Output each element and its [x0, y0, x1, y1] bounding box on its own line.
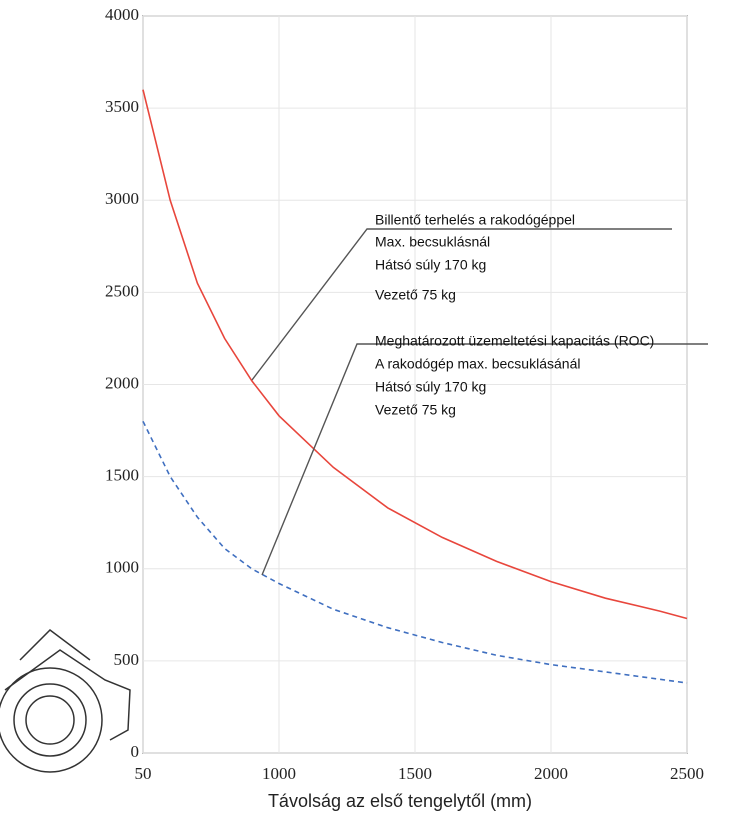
y-tick-label: 2500 [105, 281, 139, 300]
annotation-text: A rakodógép max. becsuklásánál [375, 356, 580, 372]
y-tick-label: 3000 [105, 189, 139, 208]
x-tick-label: 2500 [670, 764, 704, 783]
annotation-text: Meghatározott üzemeltetési kapacitás (RO… [375, 333, 654, 349]
annotation-text: Vezető 75 kg [375, 402, 456, 418]
annotation-text: Vezető 75 kg [375, 287, 456, 303]
y-tick-label: 500 [114, 650, 140, 669]
y-tick-label: 1000 [105, 558, 139, 577]
x-tick-label: 2000 [534, 764, 568, 783]
y-tick-label: 4000 [105, 5, 139, 24]
annotation-text: Billentő terhelés a rakodógéppel [375, 212, 575, 228]
y-tick-label: 0 [131, 742, 140, 761]
loader-drawing [0, 630, 130, 772]
y-tick-label: 3500 [105, 97, 139, 116]
x-axis-title: Távolság az első tengelytől (mm) [268, 791, 532, 811]
y-tick-label: 1500 [105, 466, 139, 485]
y-tick-label: 2000 [105, 373, 139, 392]
x-tick-label: 1000 [262, 764, 296, 783]
annotation-text: Hátsó súly 170 kg [375, 379, 486, 395]
chart: Távolság az első tengelytől (mm) 0 500 100… [0, 0, 749, 823]
annotation-text: Max. becsuklásnál [375, 234, 490, 250]
x-tick-label: 1500 [398, 764, 432, 783]
x-tick-label: 50 [135, 764, 152, 783]
annotation-text: Hátsó súly 170 kg [375, 257, 486, 273]
